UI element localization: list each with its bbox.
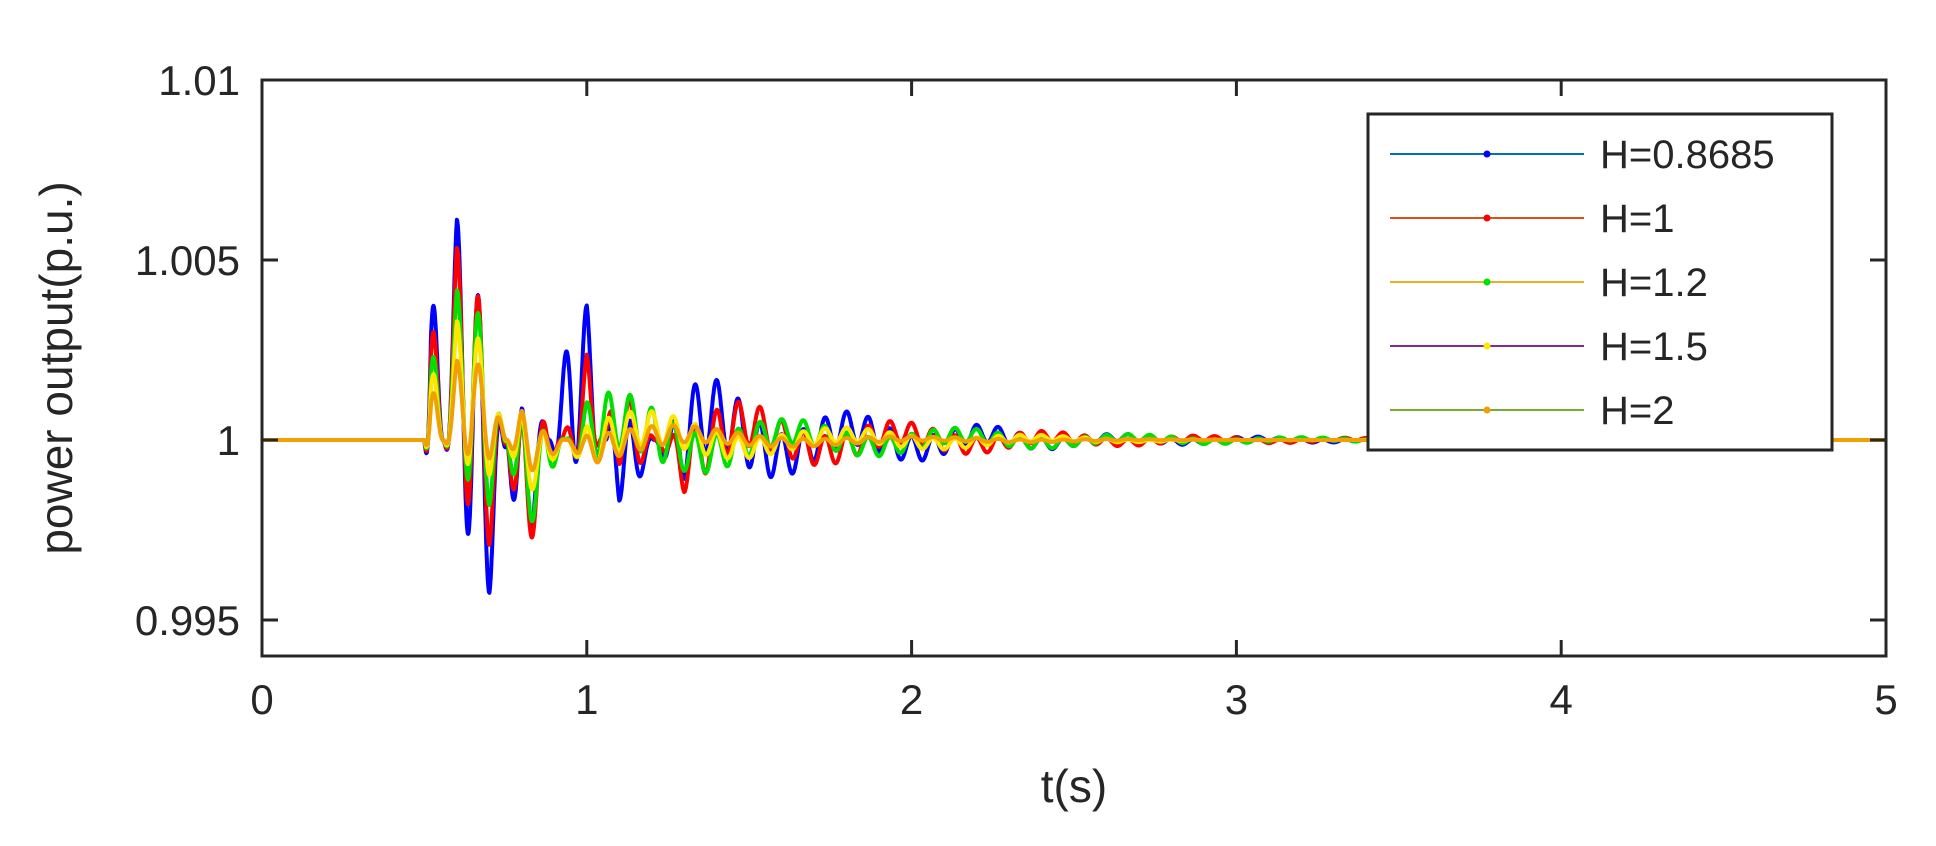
legend-label: H=1.5: [1600, 325, 1708, 369]
x-tick-label: 3: [1225, 676, 1248, 723]
y-tick-label: 1.005: [135, 237, 240, 284]
axes: 0 1 2 3 4 5 0.995 1 1.005 1.01: [135, 57, 1898, 723]
y-axis-title: power output(p.u.): [30, 181, 82, 554]
legend-label: H=2: [1600, 389, 1675, 433]
legend-marker: [1483, 342, 1491, 350]
legend-label: H=0.8685: [1600, 133, 1775, 177]
x-tick-label: 4: [1550, 676, 1573, 723]
x-tick-label: 2: [900, 676, 923, 723]
x-tick-label: 1: [575, 676, 598, 723]
legend-marker: [1483, 278, 1491, 286]
y-tick-label: 0.995: [135, 597, 240, 644]
legend-marker: [1483, 150, 1491, 158]
x-axis-title: t(s): [1041, 760, 1107, 812]
legend-marker: [1483, 214, 1491, 222]
legend-label: H=1.2: [1600, 261, 1708, 305]
y-tick-label: 1.01: [158, 57, 240, 104]
x-tick-label: 5: [1874, 676, 1897, 723]
legend: H=0.8685 H=1 H=1.2 H=1.5 H=2: [1366, 112, 1834, 452]
y-tick-label: 1: [217, 417, 240, 464]
axes-frame: [260, 78, 1888, 658]
x-tick-label: 0: [250, 676, 273, 723]
legend-marker: [1483, 406, 1491, 414]
legend-label: H=1: [1600, 197, 1675, 241]
